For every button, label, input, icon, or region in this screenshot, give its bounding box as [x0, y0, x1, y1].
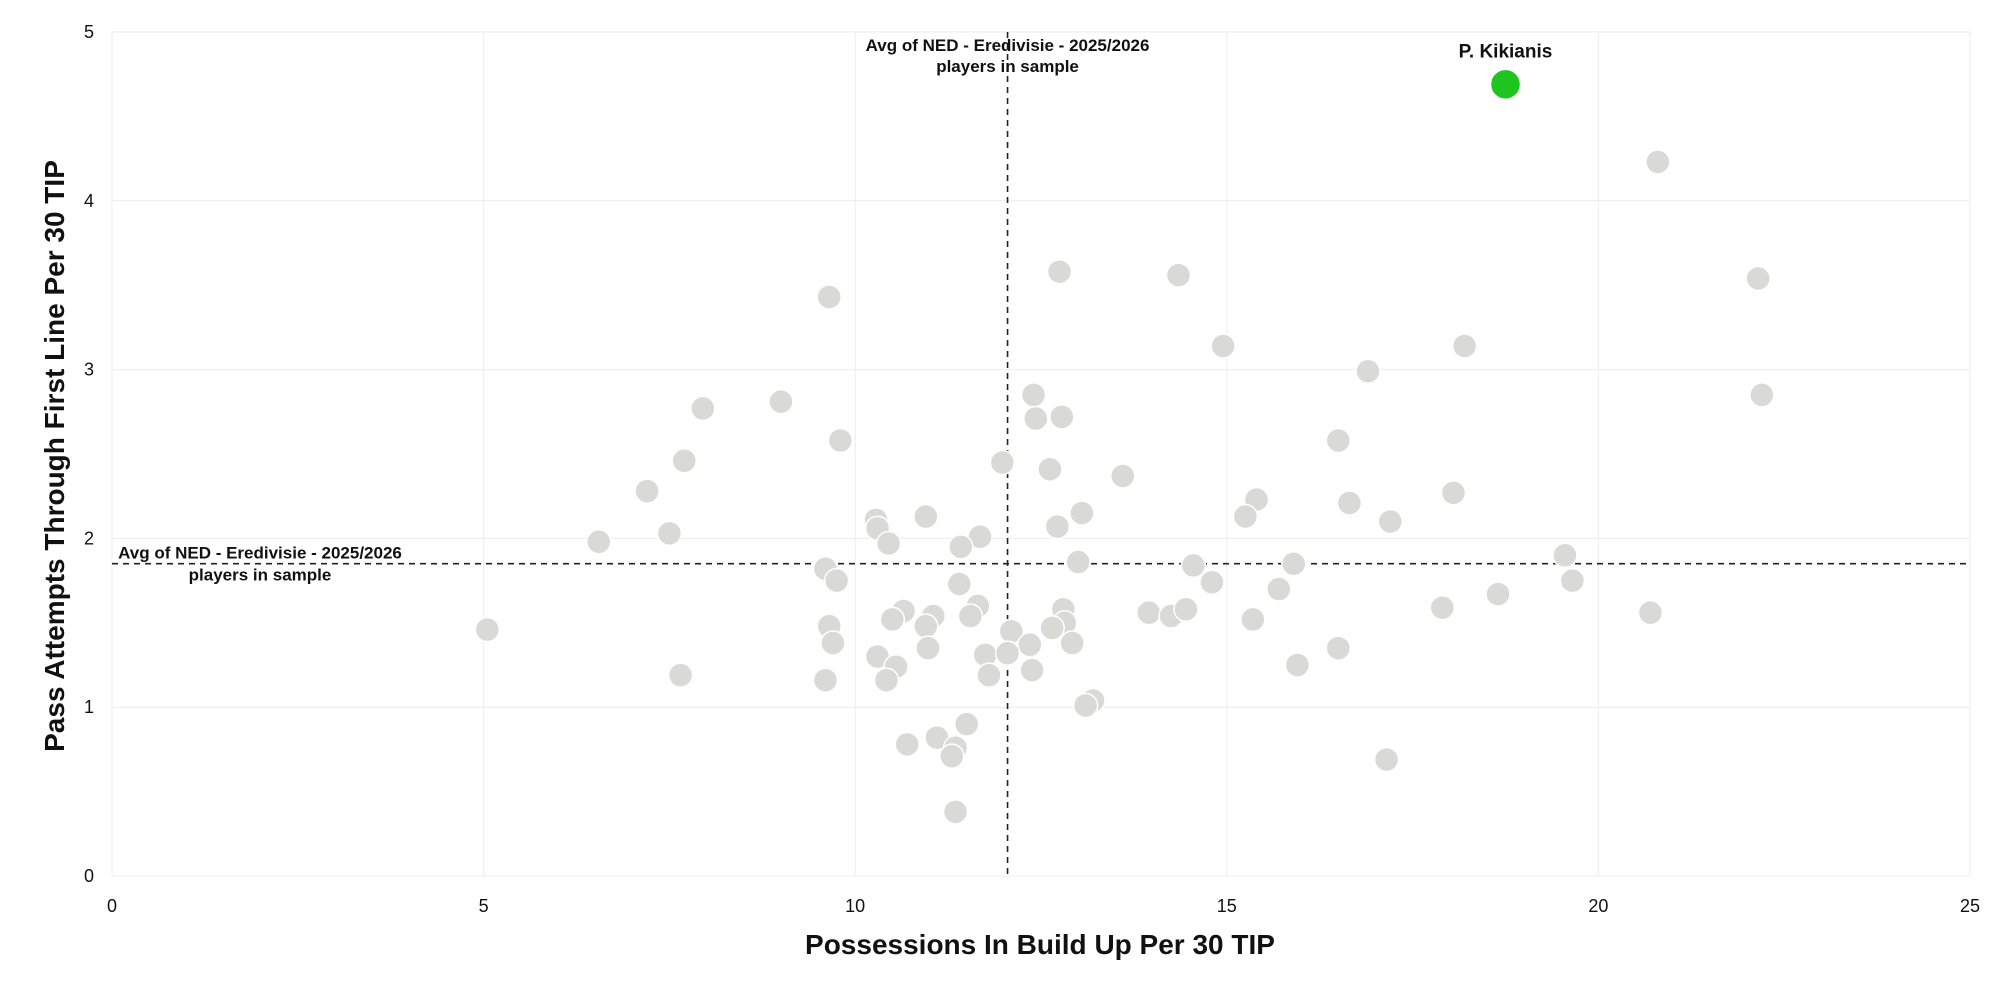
data-point: [1749, 382, 1775, 408]
vertical-average-label-line1: Avg of NED - Eredivisie - 2025/2026: [866, 36, 1150, 55]
y-tick-label: 0: [84, 866, 94, 886]
data-point: [913, 503, 939, 530]
highlight-point: [1489, 68, 1522, 101]
data-point: [1044, 513, 1071, 540]
data-point: [1173, 596, 1199, 623]
reference-lines: [112, 32, 1970, 876]
data-point: [913, 613, 939, 639]
data-point: [946, 571, 972, 597]
data-point: [1037, 456, 1063, 482]
data-point: [942, 799, 969, 825]
x-tick-label: 15: [1217, 896, 1237, 916]
data-point: [812, 667, 839, 693]
horizontal-average-label-line2: players in sample: [189, 566, 332, 585]
grid: [111, 31, 1971, 877]
data-point: [1373, 746, 1400, 773]
x-tick-label: 0: [107, 896, 117, 916]
data-point: [1325, 635, 1352, 661]
data-point: [1136, 599, 1162, 626]
x-tick-label: 10: [845, 896, 865, 916]
data-point: [1232, 503, 1259, 530]
data-point: [1637, 599, 1664, 626]
data-point: [1165, 262, 1192, 288]
data-point: [1110, 463, 1136, 489]
data-point: [1552, 542, 1578, 569]
y-tick-label: 2: [84, 528, 94, 548]
data-point: [1559, 567, 1586, 594]
data-point: [953, 711, 980, 737]
data-point: [1059, 630, 1085, 656]
data-point: [1199, 569, 1225, 596]
data-point: [976, 662, 1002, 688]
data-point: [816, 284, 842, 310]
data-point: [879, 606, 906, 633]
data-point: [1440, 480, 1467, 506]
data-point: [1072, 692, 1099, 719]
data-point: [1355, 358, 1381, 385]
x-tick-label: 25: [1960, 896, 1980, 916]
data-point: [1019, 657, 1045, 683]
data-point: [894, 731, 920, 758]
data-point: [994, 640, 1021, 666]
points: [474, 68, 1775, 825]
data-point: [1377, 508, 1404, 535]
data-point: [1180, 552, 1207, 579]
y-axis-title: Pass Attempts Through First Line Per 30 …: [39, 160, 70, 752]
data-point: [768, 388, 794, 415]
y-tick-label: 4: [84, 191, 94, 211]
data-point: [667, 662, 694, 688]
y-tick-label: 5: [84, 22, 94, 42]
data-point: [1745, 265, 1771, 292]
data-point: [634, 478, 660, 504]
data-point: [823, 567, 850, 594]
data-point: [875, 530, 902, 557]
vertical-average-label-line2: players in sample: [936, 57, 1079, 76]
data-point: [690, 395, 716, 422]
data-point: [1645, 149, 1671, 175]
data-point: [957, 603, 984, 629]
horizontal-average-label-line1: Avg of NED - Eredivisie - 2025/2026: [118, 544, 402, 563]
data-point: [1266, 576, 1292, 602]
data-point: [671, 448, 698, 474]
y-tick-label: 3: [84, 360, 94, 380]
data-point: [1023, 405, 1049, 432]
data-point: [1429, 594, 1456, 621]
data-point: [1210, 333, 1236, 359]
data-point: [827, 427, 854, 454]
data-point: [474, 616, 501, 643]
data-point: [820, 630, 846, 656]
labels: P. Kikianis Avg of NED - Eredivisie - 202…: [118, 36, 1552, 585]
data-point: [1020, 382, 1047, 408]
data-point: [1284, 652, 1311, 678]
data-point: [1049, 404, 1075, 430]
data-point: [1325, 427, 1352, 454]
data-point: [1451, 333, 1478, 359]
data-point: [1046, 258, 1073, 285]
x-axis-title: Possessions In Build Up Per 30 TIP: [805, 929, 1275, 960]
data-point: [1280, 550, 1307, 577]
data-point: [1039, 615, 1065, 641]
y-tick-label: 1: [84, 697, 94, 717]
highlight-label: P. Kikianis: [1459, 41, 1553, 62]
data-point: [586, 529, 612, 555]
data-point: [1017, 631, 1043, 658]
x-tick-label: 20: [1588, 896, 1608, 916]
data-point: [656, 520, 683, 547]
data-point: [873, 667, 900, 693]
data-point: [1069, 500, 1095, 526]
data-point: [947, 534, 974, 560]
x-tick-label: 5: [479, 896, 489, 916]
data-point: [1485, 581, 1511, 607]
data-point: [989, 449, 1016, 476]
data-point: [939, 743, 965, 769]
data-point: [1065, 549, 1091, 575]
data-point: [915, 635, 941, 661]
data-point: [1336, 490, 1363, 516]
tick-labels: 0 5 10 15 20 25 0 1 2 3 4 5: [84, 22, 1980, 916]
data-point: [1240, 606, 1266, 633]
